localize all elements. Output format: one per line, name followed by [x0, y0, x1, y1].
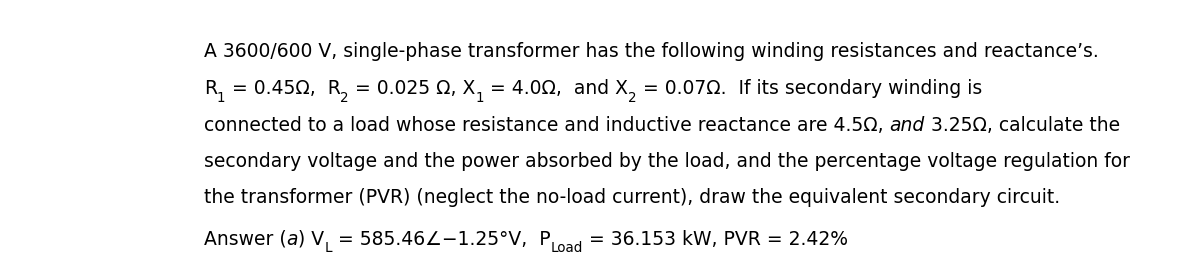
Text: = 585.46∠−1.25°V,  P: = 585.46∠−1.25°V, P: [332, 229, 551, 248]
Text: 1: 1: [218, 90, 226, 104]
Text: a: a: [287, 229, 298, 248]
Text: Load: Load: [551, 240, 583, 254]
Text: = 4.0Ω,  and X: = 4.0Ω, and X: [484, 79, 628, 98]
Text: the transformer (PVR) (neglect the no-load current), draw the equivalent seconda: the transformer (PVR) (neglect the no-lo…: [205, 188, 1061, 207]
Text: Answer (: Answer (: [205, 229, 287, 248]
Text: L: L: [325, 240, 332, 254]
Text: connected to a load whose resistance and inductive reactance are 4.5Ω,: connected to a load whose resistance and…: [205, 115, 889, 134]
Text: 2: 2: [340, 90, 350, 104]
Text: and: and: [889, 115, 925, 134]
Text: = 0.45Ω,  R: = 0.45Ω, R: [226, 79, 340, 98]
Text: 2: 2: [628, 90, 636, 104]
Text: 3.25Ω, calculate the: 3.25Ω, calculate the: [925, 115, 1120, 134]
Text: = 0.07Ω.  If its secondary winding is: = 0.07Ω. If its secondary winding is: [636, 79, 982, 98]
Text: A 3600/600 V, single-phase transformer has the following winding resistances and: A 3600/600 V, single-phase transformer h…: [205, 42, 1099, 61]
Text: ) V: ) V: [298, 229, 325, 248]
Text: R: R: [205, 79, 218, 98]
Text: 1: 1: [476, 90, 484, 104]
Text: = 0.025 Ω, X: = 0.025 Ω, X: [350, 79, 476, 98]
Text: = 36.153 kW, PVR = 2.42%: = 36.153 kW, PVR = 2.42%: [583, 229, 848, 248]
Text: secondary voltage and the power absorbed by the load, and the percentage voltage: secondary voltage and the power absorbed…: [205, 151, 1130, 170]
